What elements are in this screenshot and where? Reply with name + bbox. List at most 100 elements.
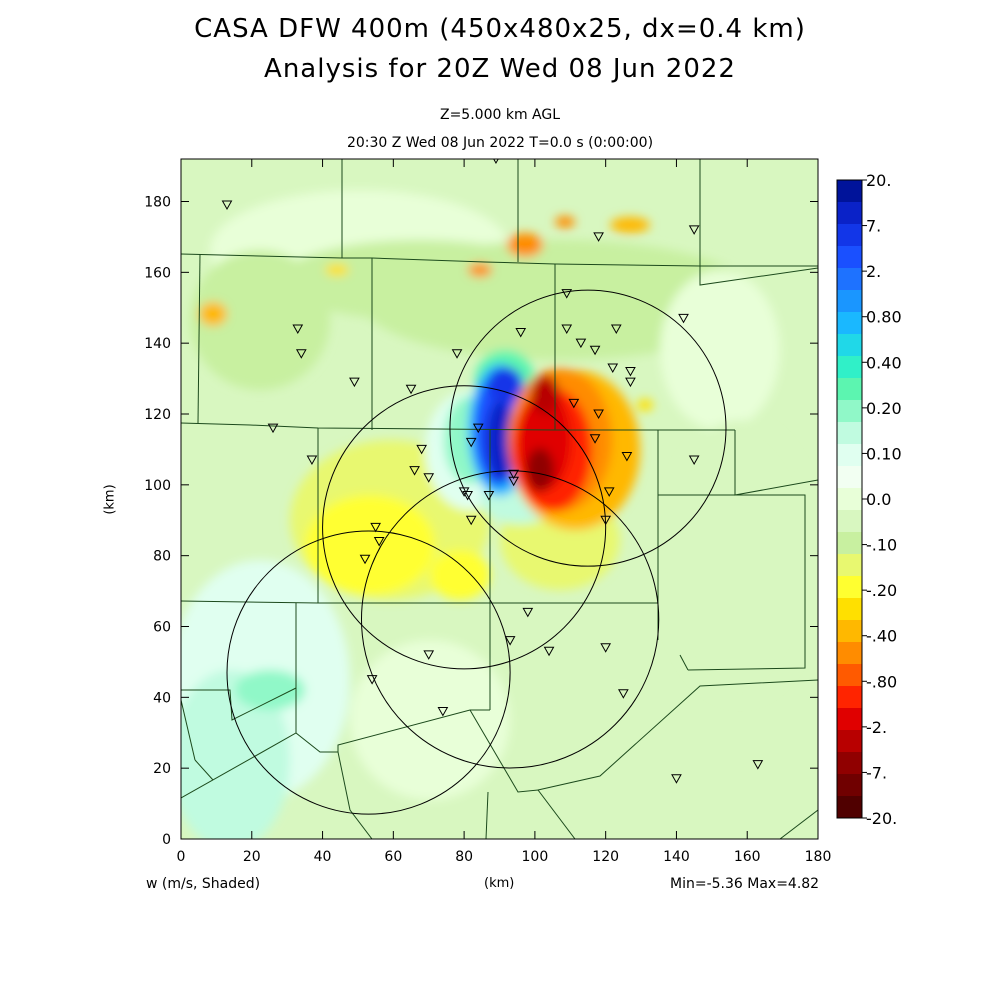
y-tick-label: 20: [153, 761, 171, 777]
colorbar-label: 0.10: [866, 444, 902, 463]
level-label: Z=5.000 km AGL: [439, 107, 561, 123]
x-tick-label: 0: [177, 849, 186, 865]
station-marker: [625, 367, 636, 377]
station-marker: [267, 423, 279, 434]
station-marker: [451, 349, 463, 359]
station-marker: [508, 469, 520, 480]
station-marker: [409, 466, 420, 476]
station-marker: [522, 607, 534, 618]
colorbar-label: 2.: [866, 262, 881, 281]
station-marker: [688, 225, 700, 235]
station-marker: [295, 349, 307, 359]
x-tick-label: 40: [314, 849, 332, 865]
station-marker: [423, 473, 435, 483]
station-marker: [515, 328, 527, 338]
county-line: [469, 709, 576, 839]
y-tick-label: 120: [144, 407, 171, 423]
station-marker: [600, 643, 612, 653]
y-tick-label: 100: [144, 478, 171, 494]
colorbar-label: 7.: [866, 217, 881, 236]
colorbar-swatch: [837, 202, 862, 225]
colorbar-swatch: [837, 774, 862, 797]
x-axis: 0 20 40 60 80 100 120 140 160 180: [177, 159, 831, 865]
colorbar-label: 0.0: [866, 490, 891, 509]
station-marker: [306, 455, 318, 466]
variable-label: w (m/s, Shaded): [146, 876, 261, 892]
colorbar-swatch: [837, 532, 862, 555]
station-marker: [366, 675, 378, 685]
colorbar-swatch: [837, 576, 862, 599]
radar-ring: [226, 530, 511, 815]
colorbar-swatch: [837, 180, 862, 203]
colorbar-swatch: [837, 752, 862, 775]
station-marker: [221, 200, 233, 211]
station-marker: [465, 437, 477, 448]
station-marker: [292, 324, 304, 335]
colorbar-swatch: [837, 510, 862, 533]
station-marker: [543, 646, 555, 657]
colorbar-label: -2.: [866, 718, 887, 737]
station-marker: [603, 487, 615, 497]
station-marker: [607, 363, 619, 373]
chart-title: CASA DFW 400m (450x480x25, dx=0.4 km): [194, 14, 806, 44]
colorbar-swatch: [837, 312, 862, 335]
x-tick-label: 80: [455, 849, 473, 865]
colorbar-swatch: [837, 620, 862, 643]
y-tick-label: 160: [144, 265, 171, 281]
station-marker: [504, 636, 516, 646]
station-markers: [221, 159, 764, 784]
county-line: [197, 253, 201, 424]
y-tick-label: 140: [144, 336, 171, 352]
station-marker: [416, 444, 427, 455]
colorbar-swatch: [837, 598, 862, 621]
time-label: 20:30 Z Wed 08 Jun 2022 T=0.0 s (0:00:00…: [346, 135, 654, 151]
colorbar-swatch: [837, 356, 862, 379]
colorbar-swatch: [837, 290, 862, 313]
colorbar-label: -.10: [866, 536, 897, 555]
station-marker: [671, 774, 682, 784]
station-marker: [423, 650, 435, 660]
colorbar-label: -.20: [866, 581, 897, 600]
y-axis: 0 20 40 60 80 100 120 140 160 180: [144, 195, 818, 848]
station-marker: [610, 324, 622, 335]
county-line: [658, 494, 806, 671]
colorbar-swatch: [837, 664, 862, 687]
station-marker: [678, 313, 689, 324]
station-marker: [589, 345, 601, 356]
radar-ring: [360, 470, 660, 769]
colorbar-label: -7.: [866, 763, 887, 782]
station-marker: [568, 398, 580, 409]
county-line: [194, 759, 214, 781]
y-tick-label: 60: [153, 620, 171, 636]
station-marker: [349, 377, 360, 388]
county-line: [679, 654, 689, 671]
x-tick-label: 160: [734, 849, 761, 865]
station-marker: [575, 338, 587, 349]
colorbar-label: 0.80: [866, 308, 902, 327]
colorbar-swatch: [837, 730, 862, 753]
x-tick-label: 100: [522, 849, 549, 865]
x-tick-label: 140: [663, 849, 690, 865]
station-marker: [373, 537, 385, 547]
colorbar-swatch: [837, 444, 862, 467]
station-marker: [752, 760, 764, 770]
colorbar-swatch: [837, 708, 862, 731]
y-tick-label: 40: [153, 690, 171, 706]
station-marker: [561, 324, 573, 335]
station-marker: [600, 515, 612, 526]
colorbar-swatch: [837, 466, 862, 489]
county-line: [699, 159, 818, 286]
colorbar-swatch: [837, 488, 862, 511]
colorbar-swatch: [837, 422, 862, 445]
radar-rings: [226, 289, 727, 815]
station-marker: [370, 522, 381, 533]
station-marker: [472, 423, 484, 434]
colorbar-swatch: [837, 224, 862, 247]
station-marker: [483, 490, 495, 501]
county-line: [337, 751, 373, 839]
county-line: [181, 422, 735, 431]
x-axis-label: (km): [484, 876, 515, 891]
station-marker: [561, 289, 573, 299]
station-marker: [621, 452, 633, 462]
